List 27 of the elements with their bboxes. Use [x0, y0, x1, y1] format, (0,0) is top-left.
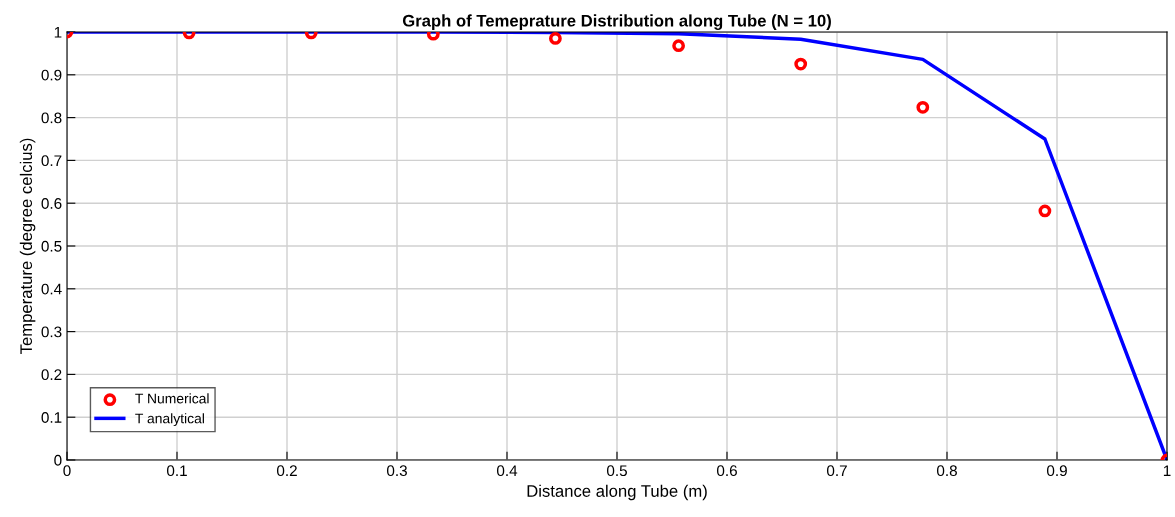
- y-tick-label: 0.2: [41, 369, 62, 381]
- x-tick-label: 0.9: [1046, 465, 1067, 477]
- y-tick-label: 0.9: [41, 69, 62, 81]
- y-tick-label: 0.3: [41, 326, 62, 338]
- x-tick-label: 0.3: [386, 465, 407, 477]
- y-tick-label: 0.4: [41, 283, 62, 295]
- x-tick-label: 1: [1163, 465, 1171, 476]
- y-tick-label: 1: [54, 27, 62, 38]
- x-tick-label: 0.4: [496, 465, 518, 477]
- y-axis-title: Temperature (degree celcius): [19, 138, 36, 354]
- x-tick-label: 0.7: [826, 465, 847, 477]
- x-tick-label: 0.5: [606, 465, 627, 477]
- y-tick-label: 0.5: [41, 240, 62, 252]
- y-tick-label: 0: [54, 454, 62, 466]
- x-tick-label: 0.2: [276, 465, 297, 477]
- y-tick-label: 0.7: [41, 155, 62, 167]
- x-tick-label: 0: [63, 465, 71, 477]
- y-tick-label: 0.1: [41, 412, 62, 423]
- y-tick-label: 0.6: [41, 198, 62, 209]
- legend-label: T analytical: [135, 413, 204, 427]
- chart-title: Graph of Temeprature Distribution along Tube (N = 10): [402, 14, 831, 30]
- legend-label: T Numerical: [135, 393, 209, 404]
- x-axis-title: Distance along Tube (m): [527, 484, 707, 501]
- y-tick-label: 0.8: [41, 112, 62, 124]
- x-tick-label: 0.8: [936, 465, 957, 477]
- x-tick-label: 0.1: [166, 465, 187, 477]
- x-tick-label: 0.6: [716, 465, 737, 477]
